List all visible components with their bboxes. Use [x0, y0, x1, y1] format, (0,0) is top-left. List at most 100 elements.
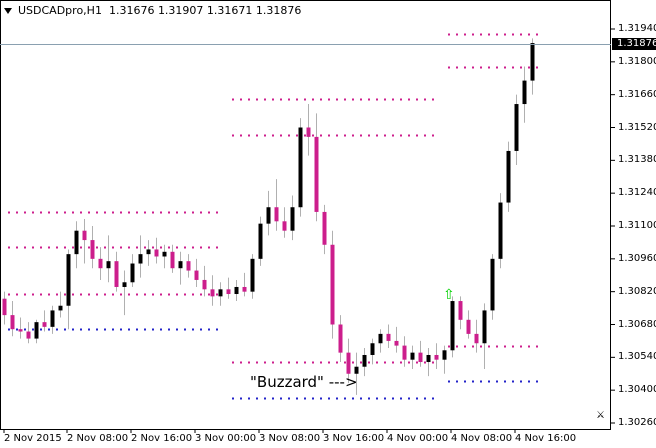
candle [90, 226, 95, 269]
candle [130, 254, 135, 287]
candle-body [370, 343, 375, 355]
candle-body [314, 136, 319, 212]
candle-body [138, 254, 143, 264]
price-tick-label: 1.31660 [618, 88, 656, 100]
candle [490, 254, 495, 320]
candle [74, 221, 79, 269]
candle-body [2, 298, 7, 316]
candle-body [258, 223, 263, 259]
candle [2, 291, 7, 325]
candle-body [306, 127, 311, 137]
candle-body [42, 322, 47, 327]
candle-body [450, 301, 455, 351]
candle-body [58, 305, 63, 311]
candle [266, 190, 271, 236]
candle-body [170, 251, 175, 269]
candle-body [234, 286, 239, 295]
time-tick-label: 3 Nov 08:00 [259, 433, 321, 444]
ohlc-values: 1.31676 1.31907 1.31671 1.31876 [108, 4, 302, 17]
candle [66, 249, 71, 330]
candle [186, 254, 191, 278]
candle [42, 310, 47, 332]
candle-body [242, 286, 247, 292]
price-tick-label: 1.30820 [618, 285, 656, 297]
candle [370, 338, 375, 365]
candle-body [378, 333, 383, 344]
candle-body [282, 221, 287, 231]
candle-body [458, 301, 463, 320]
candle-body [322, 211, 327, 245]
candle-body [90, 240, 95, 259]
candle-body [98, 258, 103, 269]
candle-body [346, 352, 351, 374]
candle [162, 244, 167, 269]
candle [250, 254, 255, 299]
crosshair-tool-icon[interactable]: ⚔ [596, 410, 605, 421]
price-tick-label: 1.31800 [618, 55, 656, 67]
symbol-label: USDCADpro,H1 [18, 4, 102, 17]
price-tick-label: 1.30260 [618, 417, 656, 428]
candle-body [410, 352, 415, 360]
candle [410, 345, 415, 370]
candle [514, 94, 519, 166]
candle [146, 240, 151, 266]
candle [122, 270, 127, 316]
candle-body [394, 340, 399, 346]
candle [386, 324, 391, 348]
candle-body [122, 282, 127, 287]
price-tick-label: 1.31380 [618, 154, 656, 166]
candle-body [202, 279, 207, 290]
candle [178, 251, 183, 285]
candle-body [66, 254, 71, 306]
candle [530, 38, 535, 95]
time-tick-label: 4 Nov 00:00 [387, 433, 449, 444]
candle-body [34, 322, 39, 339]
price-tick-label: 1.30960 [618, 252, 656, 264]
candle-body [498, 202, 503, 259]
candle [194, 258, 199, 287]
candle-body [210, 289, 215, 297]
candle [218, 282, 223, 306]
candle [418, 340, 423, 367]
candle-body [218, 289, 223, 297]
candle [474, 319, 479, 353]
price-tick-label: 1.30540 [618, 351, 656, 363]
candle-body [186, 261, 191, 271]
candle [98, 247, 103, 280]
candle-body [114, 261, 119, 287]
price-tick-label: 1.31100 [618, 220, 656, 231]
candle-body [466, 319, 471, 334]
time-tick-label: 2 Nov 08:00 [67, 433, 129, 444]
candle-body [250, 258, 255, 292]
dropdown-arrow-icon[interactable] [4, 8, 12, 14]
candle [362, 347, 367, 377]
candle [322, 204, 327, 255]
candle-body [298, 127, 303, 208]
candle [58, 291, 63, 318]
time-tick-label: 3 Nov 00:00 [195, 433, 257, 444]
candle-body [10, 315, 15, 330]
candle [18, 317, 23, 339]
candle-body [274, 207, 279, 222]
time-tick-label: 2 Nov 2015 [4, 433, 62, 444]
candle-body [162, 251, 167, 257]
candle [338, 315, 343, 363]
candle-body [474, 333, 479, 344]
candle [306, 104, 311, 156]
candle [202, 265, 207, 297]
candle [426, 347, 431, 377]
candle [458, 296, 463, 330]
candle-body [442, 350, 447, 360]
candle [290, 195, 295, 241]
candle-body [482, 310, 487, 344]
candle [498, 193, 503, 269]
price-tick-label: 1.30680 [618, 318, 656, 330]
candle [10, 301, 15, 337]
candle-body [82, 230, 87, 241]
buzzard-annotation: "Buzzard" ---> [250, 373, 358, 391]
candle-body [418, 352, 423, 363]
candle [354, 352, 359, 395]
candle [402, 336, 407, 367]
